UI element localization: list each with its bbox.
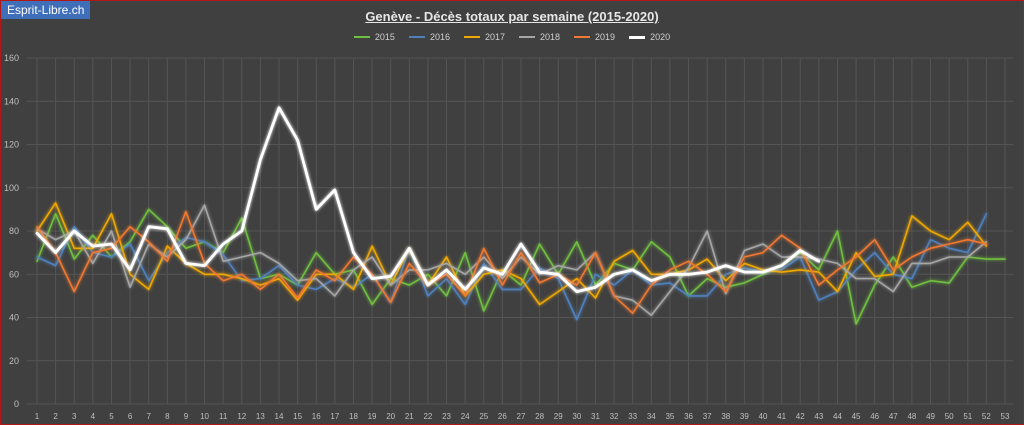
y-tick-label: 60 [9, 269, 19, 279]
chart-title: Genève - Décès totaux par semaine (2015-… [365, 9, 659, 24]
x-tick-label: 21 [405, 412, 414, 421]
x-tick-label: 1 [35, 412, 40, 421]
x-tick-label: 47 [889, 412, 898, 421]
chart-legend: 2015 2016 2017 2018 2019 2020 [1, 32, 1023, 42]
x-tick-label: 42 [796, 412, 805, 421]
x-tick-label: 25 [479, 412, 488, 421]
x-tick-label: 14 [275, 412, 284, 421]
x-tick-label: 7 [146, 412, 151, 421]
x-tick-label: 49 [926, 412, 935, 421]
series-line-2020 [35, 106, 821, 293]
x-tick-label: 12 [237, 412, 246, 421]
x-tick-label: 35 [665, 412, 674, 421]
legend-item-2020: 2020 [629, 32, 670, 42]
legend-label: 2016 [429, 32, 450, 42]
x-tick-label: 34 [647, 412, 656, 421]
x-tick-label: 10 [200, 412, 209, 421]
x-tick-label: 19 [368, 412, 377, 421]
y-tick-label: 100 [4, 183, 19, 193]
y-tick-label: 40 [9, 313, 19, 323]
y-tick-label: 160 [4, 53, 19, 63]
legend-swatch [629, 35, 646, 39]
x-tick-label: 36 [684, 412, 693, 421]
x-tick-label: 11 [219, 412, 228, 421]
legend-swatch [574, 36, 591, 38]
x-tick-label: 9 [184, 412, 189, 421]
x-tick-label: 37 [703, 412, 712, 421]
x-tick-label: 41 [777, 412, 786, 421]
x-tick-label: 52 [982, 412, 991, 421]
legend-swatch [408, 36, 425, 38]
x-tick-label: 43 [814, 412, 823, 421]
x-tick-label: 40 [759, 412, 768, 421]
x-tick-label: 23 [442, 412, 451, 421]
x-tick-label: 26 [498, 412, 507, 421]
x-tick-label: 39 [740, 412, 749, 421]
legend-label: 2017 [484, 32, 505, 42]
x-tick-label: 27 [517, 412, 526, 421]
y-tick-label: 140 [4, 96, 19, 106]
y-tick-label: 80 [9, 226, 19, 236]
series-line-2019 [36, 210, 988, 314]
legend-item-2019: 2019 [574, 32, 615, 42]
legend-item-2015: 2015 [353, 32, 395, 42]
legend-label: 2019 [595, 32, 616, 42]
legend-label: 2018 [540, 32, 561, 42]
x-tick-label: 29 [554, 412, 563, 421]
x-tick-label: 2 [53, 412, 58, 421]
series-line-2017 [36, 202, 988, 306]
x-tick-label: 48 [907, 412, 916, 421]
y-tick-label: 120 [4, 140, 19, 150]
legend-item-2016: 2016 [408, 32, 450, 42]
y-tick-label: 0 [14, 399, 19, 409]
x-tick-label: 17 [330, 412, 339, 421]
x-tick-label: 51 [963, 412, 972, 421]
x-tick-label: 28 [535, 412, 544, 421]
x-tick-label: 38 [721, 412, 730, 421]
x-tick-label: 33 [628, 412, 637, 421]
x-tick-label: 30 [572, 412, 581, 421]
legend-swatch [463, 36, 480, 38]
x-tick-label: 13 [256, 412, 265, 421]
legend-label: 2020 [650, 32, 671, 42]
x-tick-label: 8 [165, 412, 170, 421]
legend-label: 2015 [374, 32, 395, 42]
legend-item-2017: 2017 [463, 32, 505, 42]
x-tick-label: 50 [945, 412, 954, 421]
x-tick-label: 18 [349, 412, 358, 421]
x-tick-label: 53 [1001, 412, 1010, 421]
site-logo: Esprit-Libre.ch [1, 1, 91, 19]
x-tick-label: 46 [870, 412, 879, 421]
legend-item-2018: 2018 [519, 32, 560, 42]
x-tick-label: 20 [386, 412, 395, 421]
x-tick-label: 5 [109, 412, 114, 421]
x-tick-label: 16 [312, 412, 321, 421]
x-tick-label: 3 [72, 412, 77, 421]
y-tick-label: 20 [9, 356, 19, 366]
x-tick-label: 44 [833, 412, 842, 421]
x-tick-label: 6 [128, 412, 133, 421]
x-tick-label: 22 [423, 412, 432, 421]
x-tick-label: 45 [852, 412, 861, 421]
legend-swatch [353, 36, 370, 38]
x-tick-label: 4 [91, 412, 96, 421]
x-tick-label: 15 [293, 412, 302, 421]
x-tick-label: 24 [461, 412, 470, 421]
x-tick-label: 32 [610, 412, 619, 421]
legend-swatch [519, 36, 535, 38]
x-tick-label: 31 [591, 412, 600, 421]
